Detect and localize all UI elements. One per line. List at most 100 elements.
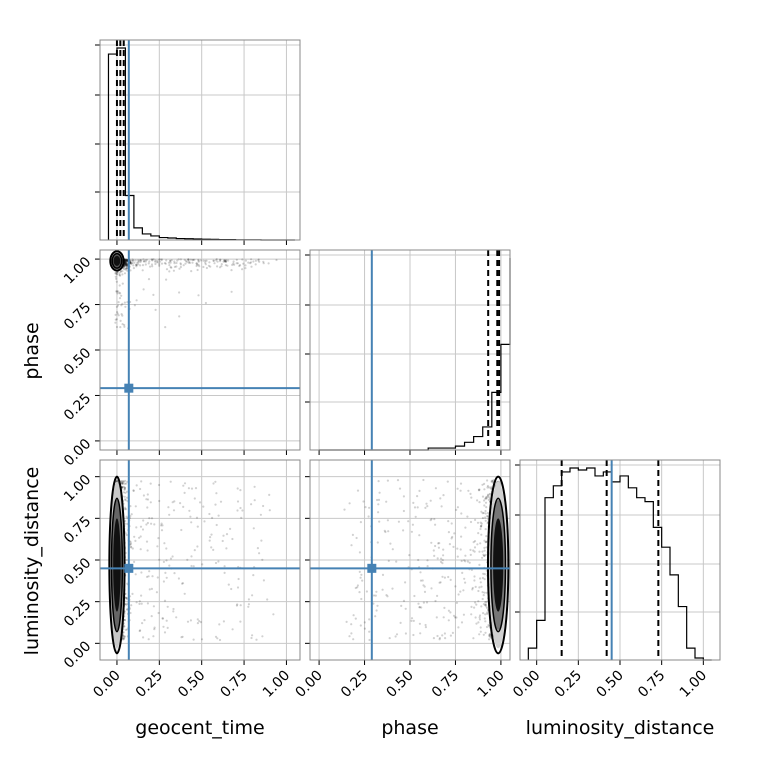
- scatter-point: [483, 504, 486, 507]
- scatter-point: [441, 634, 444, 637]
- scatter-point: [485, 506, 488, 509]
- scatter-point: [447, 609, 450, 612]
- scatter-point: [451, 631, 454, 635]
- density-core-fill: [493, 518, 504, 612]
- scatter-point: [480, 605, 483, 608]
- scatter-point: [223, 260, 226, 263]
- scatter-point: [208, 512, 211, 516]
- scatter-point: [386, 519, 389, 522]
- scatter-point: [441, 562, 444, 565]
- scatter-point: [261, 558, 264, 561]
- scatter-point: [158, 258, 161, 261]
- scatter-point: [115, 273, 118, 276]
- scatter-point: [429, 519, 432, 522]
- scatter-point: [148, 588, 151, 591]
- scatter-point: [488, 625, 491, 628]
- scatter-point: [247, 261, 250, 264]
- scatter-point: [135, 601, 138, 604]
- scatter-point: [220, 265, 223, 268]
- scatter-point: [124, 261, 127, 264]
- scatter-point: [125, 258, 128, 261]
- scatter-point: [155, 591, 158, 594]
- histogram-luminosity_distance: [527, 467, 712, 661]
- scatter-point: [123, 635, 126, 638]
- scatter-point: [483, 591, 486, 594]
- x-tick-label: 0.75: [429, 668, 462, 701]
- scatter-point: [231, 263, 234, 266]
- scatter-point: [218, 623, 221, 626]
- scatter-point: [119, 274, 122, 277]
- scatter-point: [143, 260, 146, 263]
- scatter-point: [195, 264, 198, 268]
- x-tick-label: 0.25: [552, 668, 585, 701]
- scatter-point: [169, 261, 172, 264]
- scatter-point: [120, 482, 123, 485]
- scatter-point: [204, 301, 207, 305]
- scatter-point: [154, 262, 157, 266]
- y-tick-label: 1.00: [61, 472, 94, 505]
- scatter-point: [359, 624, 362, 627]
- x-tick-label: 0.50: [383, 668, 416, 701]
- scatter-point: [226, 264, 229, 267]
- scatter-point: [122, 637, 125, 640]
- y-tick-label: 0.00: [61, 638, 94, 671]
- scatter-point: [123, 488, 126, 491]
- scatter-point: [123, 635, 126, 638]
- x-tick-label: 1.00: [260, 668, 293, 701]
- scatter-point: [490, 479, 493, 482]
- scatter-point: [359, 521, 362, 524]
- scatter-point: [381, 588, 384, 591]
- scatter-point: [363, 621, 366, 624]
- scatter-point: [179, 263, 182, 266]
- scatter-point: [143, 619, 146, 622]
- scatter-point: [121, 486, 124, 490]
- scatter-point: [124, 305, 127, 308]
- scatter-point: [461, 571, 464, 575]
- scatter-point: [130, 604, 133, 607]
- scatter-point: [473, 579, 476, 582]
- scatter-point: [438, 637, 441, 640]
- scatter-point: [123, 618, 126, 622]
- scatter-point: [418, 489, 421, 492]
- scatter-point: [196, 618, 199, 621]
- scatter-point: [474, 601, 477, 604]
- scatter-point: [447, 520, 450, 523]
- scatter-point: [123, 323, 126, 327]
- scatter-point: [486, 484, 489, 488]
- scatter-point: [484, 528, 487, 531]
- scatter-point: [118, 291, 121, 294]
- scatter-point: [130, 262, 133, 265]
- scatter-point: [236, 586, 240, 589]
- scatter-point: [178, 315, 181, 318]
- scatter-point: [116, 272, 119, 276]
- scatter-point: [358, 591, 361, 594]
- scatter-point: [168, 564, 171, 567]
- x-tick-label: 0.00: [510, 668, 543, 701]
- scatter-point: [416, 506, 419, 509]
- scatter-point: [466, 515, 469, 518]
- scatter-point: [231, 628, 234, 631]
- scatter-point: [121, 302, 124, 305]
- scatter-point: [377, 503, 380, 506]
- scatter-point: [160, 529, 164, 532]
- scatter-point: [160, 259, 163, 262]
- scatter-point: [145, 258, 149, 261]
- scatter-point: [411, 523, 414, 526]
- scatter-point: [121, 638, 125, 641]
- scatter-point: [434, 544, 437, 548]
- scatter-point: [179, 258, 182, 261]
- scatter-point: [214, 635, 218, 638]
- scatter-point: [239, 604, 242, 607]
- scatter-point: [199, 259, 203, 262]
- scatter-point: [485, 625, 489, 629]
- scatter-point: [372, 602, 375, 605]
- scatter-point: [478, 563, 481, 567]
- scatter-point: [485, 605, 488, 608]
- scatter-point: [141, 264, 145, 267]
- scatter-point: [125, 259, 128, 262]
- scatter-point: [462, 613, 465, 616]
- scatter-point: [115, 318, 118, 321]
- scatter-point: [219, 500, 223, 503]
- scatter-point: [182, 264, 185, 267]
- scatter-point: [147, 575, 150, 578]
